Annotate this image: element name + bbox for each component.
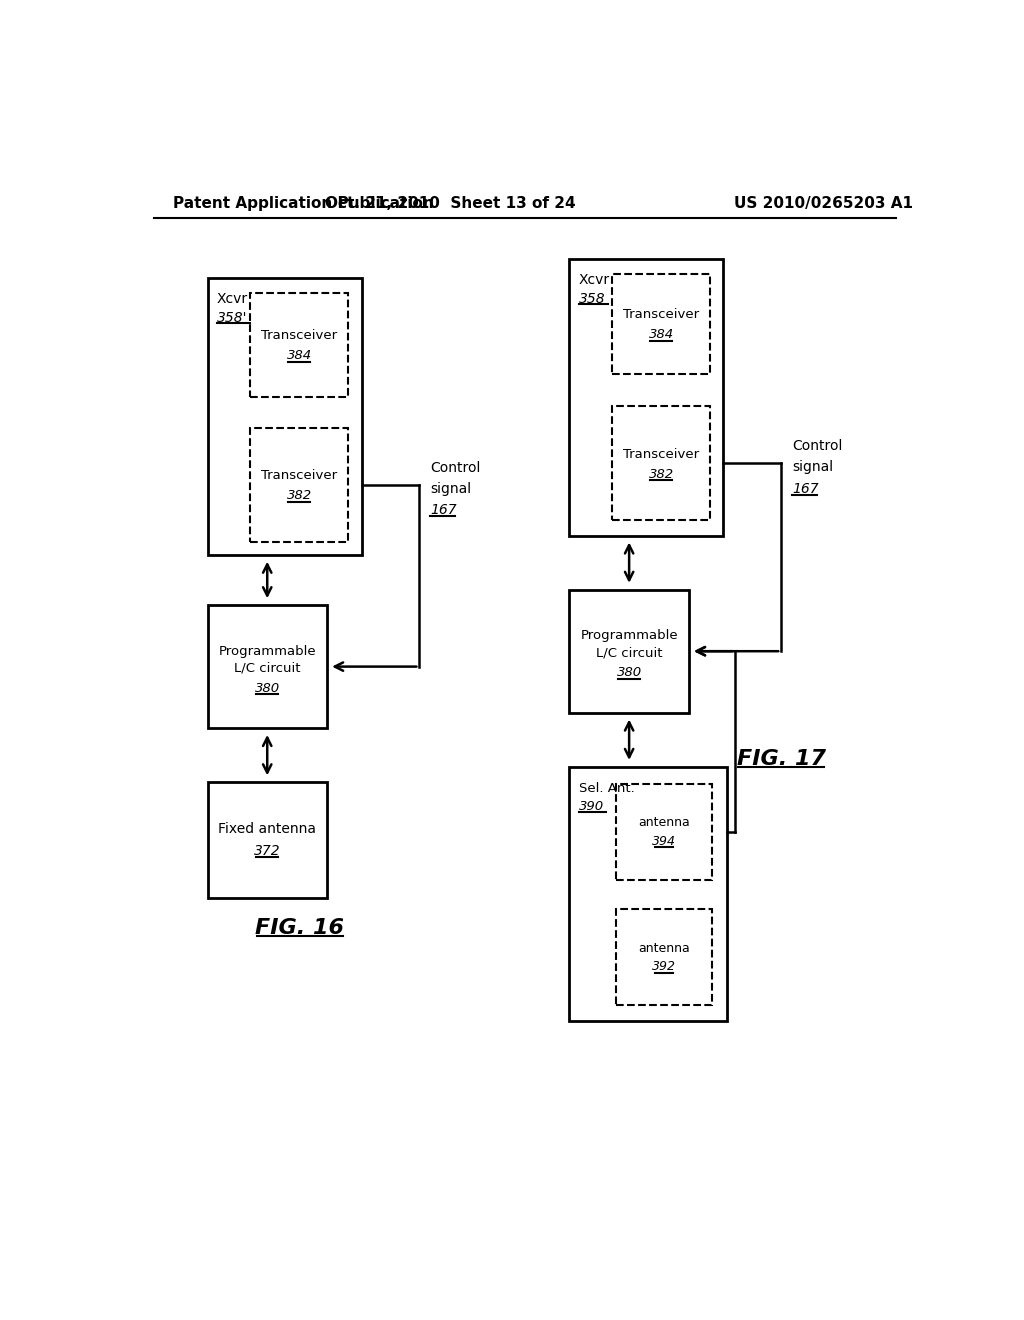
- Text: Xcvr: Xcvr: [217, 292, 248, 306]
- Text: Transceiver: Transceiver: [623, 308, 699, 321]
- Text: antenna: antenna: [638, 816, 689, 829]
- Text: 358: 358: [579, 292, 605, 305]
- Text: Control: Control: [430, 461, 480, 475]
- Text: 382: 382: [287, 490, 311, 502]
- Bar: [208, 277, 361, 554]
- Text: 358': 358': [217, 310, 248, 325]
- Text: US 2010/0265203 A1: US 2010/0265203 A1: [734, 195, 913, 211]
- Text: Transceiver: Transceiver: [261, 330, 337, 342]
- Bar: [569, 259, 724, 536]
- Text: Patent Application Publication: Patent Application Publication: [173, 195, 433, 211]
- Bar: [208, 605, 327, 729]
- Text: 372: 372: [254, 843, 281, 858]
- Text: 390: 390: [579, 800, 604, 813]
- Text: 384: 384: [287, 350, 311, 363]
- Text: 384: 384: [648, 329, 674, 342]
- Bar: [615, 909, 712, 1006]
- Text: Transceiver: Transceiver: [623, 447, 699, 461]
- Text: Control: Control: [792, 440, 843, 453]
- Text: antenna: antenna: [638, 941, 689, 954]
- Bar: [611, 407, 711, 520]
- Text: signal: signal: [430, 482, 471, 496]
- Text: signal: signal: [792, 461, 834, 474]
- Text: Xcvr: Xcvr: [579, 273, 610, 286]
- Text: 167: 167: [430, 503, 457, 517]
- Text: 394: 394: [652, 834, 676, 847]
- Text: 167: 167: [792, 482, 818, 496]
- Text: Oct. 21, 2010  Sheet 13 of 24: Oct. 21, 2010 Sheet 13 of 24: [325, 195, 575, 211]
- Text: FIG. 17: FIG. 17: [736, 748, 825, 770]
- Text: 380: 380: [255, 681, 280, 694]
- Text: Programmable: Programmable: [218, 644, 316, 657]
- Bar: [615, 784, 712, 880]
- Text: Programmable: Programmable: [581, 630, 678, 643]
- Text: Transceiver: Transceiver: [261, 469, 337, 482]
- Text: Fixed antenna: Fixed antenna: [218, 822, 316, 836]
- Text: 382: 382: [648, 467, 674, 480]
- Bar: [611, 275, 711, 374]
- Bar: [569, 590, 689, 713]
- Text: 392: 392: [652, 960, 676, 973]
- Text: L/C circuit: L/C circuit: [596, 647, 663, 659]
- Bar: [250, 293, 348, 397]
- Bar: [569, 767, 727, 1020]
- Bar: [250, 428, 348, 543]
- Text: FIG. 16: FIG. 16: [255, 919, 344, 939]
- Text: Sel. Ant.: Sel. Ant.: [579, 781, 635, 795]
- Text: L/C circuit: L/C circuit: [234, 661, 300, 675]
- Bar: [208, 781, 327, 898]
- Text: 380: 380: [616, 667, 642, 680]
